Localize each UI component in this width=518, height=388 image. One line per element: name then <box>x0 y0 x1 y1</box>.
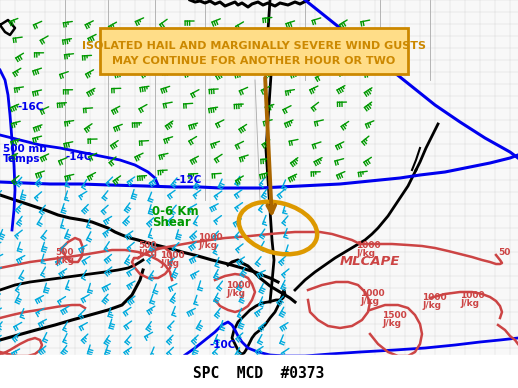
Text: ISOLATED HAIL AND MARGINALLY SEVERE WIND GUSTS: ISOLATED HAIL AND MARGINALLY SEVERE WIND… <box>82 41 426 51</box>
Text: MAY CONTINUE FOR ANOTHER HOUR OR TWO: MAY CONTINUE FOR ANOTHER HOUR OR TWO <box>112 56 396 66</box>
Text: J/kg: J/kg <box>356 249 375 258</box>
Text: J/kg: J/kg <box>422 301 441 310</box>
Text: 1000: 1000 <box>460 291 485 300</box>
Bar <box>0 355 518 388</box>
Text: -12C: -12C <box>175 175 202 185</box>
Text: 1000: 1000 <box>422 293 447 302</box>
Text: 500: 500 <box>138 241 156 250</box>
Text: 50: 50 <box>498 248 510 257</box>
Text: -14C: -14C <box>65 152 92 162</box>
Text: J/kg: J/kg <box>198 241 217 250</box>
Text: 0-6 Km: 0-6 Km <box>152 205 198 218</box>
Text: Temps: Temps <box>3 154 40 164</box>
Text: J/kg: J/kg <box>382 319 401 328</box>
Text: 1000: 1000 <box>226 281 251 290</box>
Text: 1500: 1500 <box>382 311 407 320</box>
Text: J/kg: J/kg <box>160 259 179 268</box>
Text: J/kg: J/kg <box>226 289 245 298</box>
Text: J/kg: J/kg <box>460 299 479 308</box>
Text: J/kg: J/kg <box>138 249 157 258</box>
Text: SPC  MCD  #0373: SPC MCD #0373 <box>193 365 325 381</box>
Text: -10C: -10C <box>210 340 236 350</box>
Text: J/kg: J/kg <box>55 256 74 265</box>
Text: MLCAPE: MLCAPE <box>340 255 400 268</box>
Text: 1000: 1000 <box>356 241 381 250</box>
Text: Shear: Shear <box>152 216 191 229</box>
Text: 1000: 1000 <box>360 289 385 298</box>
Text: -16C: -16C <box>18 102 45 112</box>
Text: 500 mb: 500 mb <box>3 144 47 154</box>
Text: J/kg: J/kg <box>360 297 379 306</box>
Bar <box>100 28 408 74</box>
Text: 500: 500 <box>55 248 74 257</box>
Text: 1000: 1000 <box>160 251 184 260</box>
Text: 1000: 1000 <box>198 233 223 242</box>
